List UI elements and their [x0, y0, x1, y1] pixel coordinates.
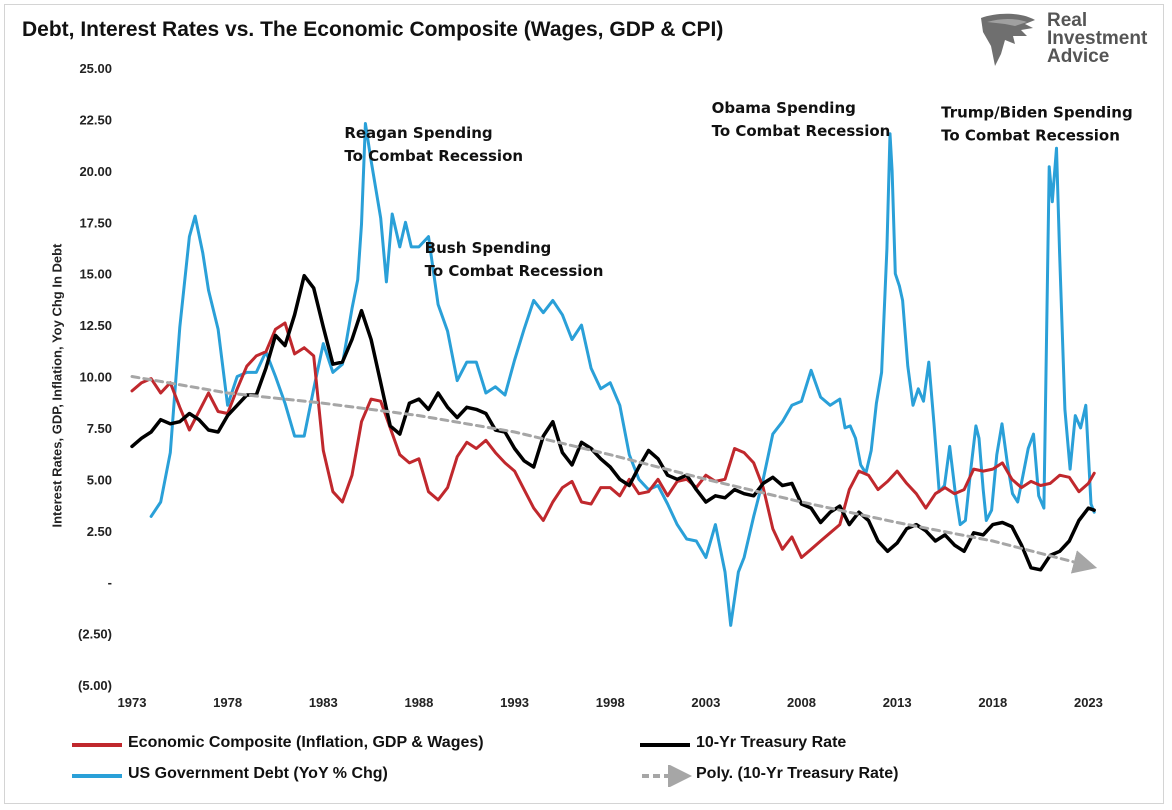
logo-line: Advice: [1047, 46, 1110, 67]
legend-label-composite: Economic Composite (Inflation, GDP & Wag…: [128, 734, 484, 751]
annotation-line: To Combat Recession: [712, 122, 891, 140]
x-tick-label: 2013: [883, 695, 912, 710]
y-tick-label: (2.50): [78, 627, 112, 642]
y-tick-label: 2.50: [87, 524, 112, 539]
y-tick-label: 20.00: [79, 164, 112, 179]
y-tick-label: 15.00: [79, 267, 112, 282]
x-tick-label: 2003: [691, 695, 720, 710]
series-line-composite: [130, 321, 1096, 559]
legend-label-trend: Poly. (10-Yr Treasury Rate): [696, 765, 899, 782]
logo-line: Real: [1047, 10, 1088, 31]
series-line-treasury: [130, 273, 1096, 572]
chart-frame: [4, 4, 1164, 804]
x-tick-label: 1988: [404, 695, 433, 710]
legend-swatch-debt: [72, 774, 122, 778]
annotation: Trump/Biden Spending To Combat Recession: [941, 103, 1133, 144]
legend-item-debt: US Government Debt (YoY % Chg): [72, 765, 472, 787]
legend-swatch-trend: [642, 765, 692, 787]
y-tick-label: (5.00): [78, 678, 112, 693]
annotation-line: Obama Spending: [712, 99, 856, 117]
y-tick-label: 22.50: [79, 112, 112, 127]
chart-title: Debt, Interest Rates vs. The Economic Co…: [22, 18, 724, 41]
series-line-trend: [130, 375, 1098, 574]
x-tick-label: 2018: [978, 695, 1007, 710]
annotation-line: Bush Spending: [425, 239, 552, 257]
x-tick-label: 1973: [118, 695, 147, 710]
annotation-line: Reagan Spending: [344, 124, 492, 142]
x-tick-label: 1998: [596, 695, 625, 710]
legend-label-treasury: 10-Yr Treasury Rate: [696, 734, 847, 751]
annotation: Bush Spending To Combat Recession: [425, 239, 604, 280]
logo: Real Investment Advice: [975, 8, 1150, 70]
x-tick-label: 1983: [309, 695, 338, 710]
series-line-debt: [149, 122, 1096, 627]
legend-label-debt: US Government Debt (YoY % Chg): [128, 765, 388, 782]
y-tick-label: 7.50: [87, 421, 112, 436]
annotation: Obama Spending To Combat Recession: [712, 99, 891, 140]
logo-line: Investment: [1047, 28, 1148, 49]
y-tick-label: 12.50: [79, 318, 112, 333]
x-tick-label: 2008: [787, 695, 816, 710]
y-tick-label: -: [108, 575, 112, 590]
eagle-head-icon: [981, 13, 1035, 67]
y-tick-label: 25.00: [79, 61, 112, 76]
logo-text: Real Investment Advice: [1047, 10, 1148, 67]
legend-item-trend: Poly. (10-Yr Treasury Rate): [640, 765, 960, 787]
annotation-line: To Combat Recession: [941, 126, 1120, 144]
y-tick-label: 5.00: [87, 472, 112, 487]
legend-item-treasury: 10-Yr Treasury Rate: [640, 734, 900, 756]
x-tick-label: 1978: [213, 695, 242, 710]
y-tick-label: 17.50: [79, 215, 112, 230]
annotation-line: To Combat Recession: [344, 147, 523, 165]
annotation-line: Trump/Biden Spending: [941, 103, 1133, 121]
x-tick-label: 1993: [500, 695, 529, 710]
x-tick-label: 2023: [1074, 695, 1103, 710]
annotation: Reagan Spending To Combat Recession: [344, 124, 523, 165]
legend-item-composite: Economic Composite (Inflation, GDP & Wag…: [72, 734, 552, 756]
y-tick-label: 10.00: [79, 370, 112, 385]
legend-swatch-treasury: [640, 743, 690, 747]
legend-swatch-composite: [72, 743, 122, 747]
annotation-line: To Combat Recession: [425, 262, 604, 280]
